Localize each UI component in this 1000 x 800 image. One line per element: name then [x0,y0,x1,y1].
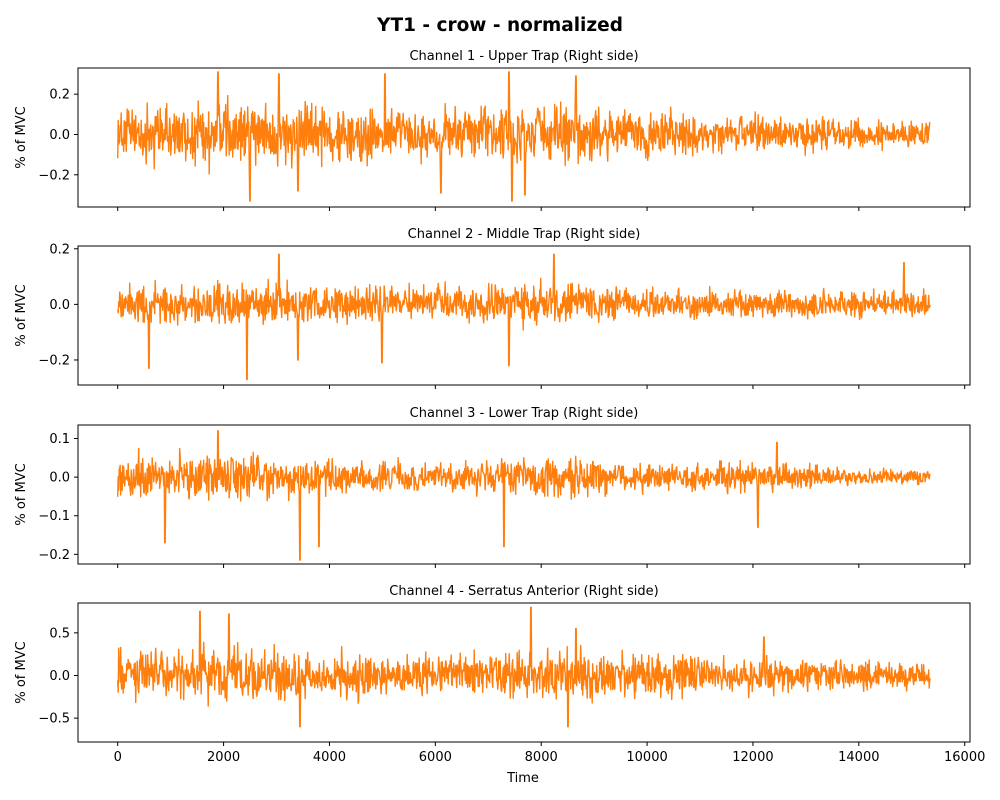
y-axis-label: % of MVC [14,641,29,703]
y-tick-label: 0.2 [49,242,70,257]
x-tick-label: 16000 [944,750,985,765]
x-axis-label: Time [506,771,539,786]
x-tick-label: 6000 [419,750,452,765]
y-tick-label: 0.0 [49,128,70,143]
x-tick-label: 10000 [626,750,667,765]
subplot-title: Channel 2 - Middle Trap (Right side) [408,227,641,242]
y-tick-label: −0.2 [38,168,70,183]
subplot-title: Channel 4 - Serratus Anterior (Right sid… [389,584,658,599]
axes-frame [77,602,971,743]
subplot-title: Channel 3 - Lower Trap (Right side) [410,406,639,421]
y-axis-label: % of MVC [14,284,29,346]
signal-line [117,430,931,561]
y-tick-label: −0.1 [38,509,70,524]
signal-line [117,71,931,202]
subplot-1: Channel 1 - Upper Trap (Right side) % of … [14,49,971,211]
y-tick-label: 0.5 [49,626,70,641]
x-tick-label: 14000 [838,750,879,765]
y-tick-label: 0.0 [49,298,70,313]
axes-frame [77,245,971,386]
x-tick-label: 4000 [313,750,346,765]
axes-frame [77,67,971,208]
subplot-4: Channel 4 - Serratus Anterior (Right sid… [14,584,985,765]
y-tick-label: 0.0 [49,669,70,684]
axes-frame [77,424,971,565]
x-tick-label: 0 [114,750,122,765]
y-tick-label: 0.2 [49,88,70,103]
y-axis-label: % of MVC [14,106,29,168]
signal-line [117,606,931,728]
figure-suptitle: YT1 - crow - normalized [376,15,623,36]
y-tick-label: 0.0 [49,471,70,486]
signal-line [117,253,931,381]
y-tick-label: −0.2 [38,548,70,563]
y-axis-label: % of MVC [14,463,29,525]
y-tick-label: −0.2 [38,353,70,368]
subplots: Channel 1 - Upper Trap (Right side) % of … [14,49,985,765]
x-tick-label: 12000 [732,750,773,765]
y-tick-label: −0.5 [38,712,70,727]
subplot-3: Channel 3 - Lower Trap (Right side) % of … [14,406,971,568]
x-tick-label: 8000 [525,750,558,765]
subplot-title: Channel 1 - Upper Trap (Right side) [409,49,638,64]
y-tick-label: 0.1 [49,432,70,447]
subplot-2: Channel 2 - Middle Trap (Right side) % of… [14,227,971,389]
x-tick-label: 2000 [207,750,240,765]
